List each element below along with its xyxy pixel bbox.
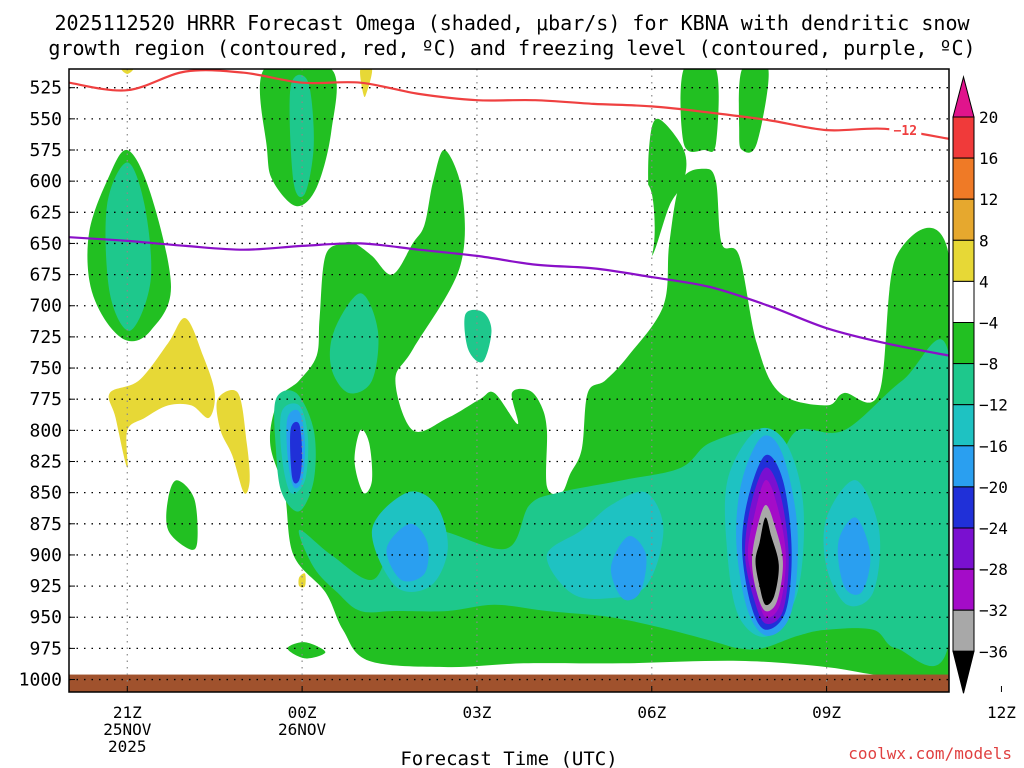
colorbar-segment (952, 568, 975, 611)
time-tick-label: 09Z (812, 703, 841, 722)
omega-region-blue (610, 536, 647, 601)
pressure-tick-label: 925 (29, 576, 62, 597)
omega-region-teal (105, 162, 152, 331)
pressure-tick-label: 850 (29, 483, 62, 504)
pressure-tick-label: 750 (29, 358, 62, 379)
dgz-contour-label-bg (889, 123, 922, 138)
colorbar-label: 8 (979, 231, 989, 250)
colorbar-segment (952, 239, 975, 282)
colorbar-label: 12 (979, 190, 998, 209)
colorbar: 20 16 12 8 4 −4 −8 −12 −16 −20 −24 −28 −32 −36 (952, 75, 1008, 694)
colorbar-label: −28 (979, 560, 1008, 579)
ground-surface (69, 674, 949, 692)
pressure-tick-label: 550 (29, 109, 62, 130)
pressure-tick-label: 1000 (19, 670, 62, 691)
dgz-contour-label: −12 (894, 124, 917, 139)
omega-region-white-hole (354, 429, 373, 494)
time-tick-label: 26NOV (278, 720, 327, 739)
pressure-tick-label: 725 (29, 327, 62, 348)
colorbar-label: −16 (979, 437, 1008, 456)
chart-title-line1: 2025112520 HRRR Forecast Omega (shaded, … (54, 11, 970, 35)
omega-region-blue (837, 517, 871, 595)
time-tick-label: 03Z (462, 703, 491, 722)
pressure-tick-label: 975 (29, 638, 62, 659)
omega-region-teal (289, 74, 314, 198)
omega-region-green (287, 642, 326, 659)
pressure-axis: 525 550 575 600 625 650 675 700 725 750 775 800 825 8… (19, 78, 75, 691)
colorbar-label: 4 (979, 272, 989, 291)
omega-region-blue (386, 523, 429, 582)
colorbar-label: 20 (979, 108, 998, 127)
colorbar-label: −24 (979, 519, 1008, 538)
omega-region-black (755, 517, 779, 606)
time-tick-label: 00Z (288, 703, 317, 722)
colorbar-segment (952, 404, 975, 447)
time-tick-label: 2025 (108, 737, 147, 756)
colorbar-segment (952, 198, 975, 241)
pressure-tick-label: 525 (29, 78, 62, 99)
omega-region-yellow (121, 69, 134, 74)
chart-title-line2: growth region (contoured, red, ºC) and f… (48, 36, 975, 60)
colorbar-arrow-bottom (952, 650, 975, 694)
pressure-tick-label: 825 (29, 451, 62, 472)
time-tick-label: 12Z (987, 703, 1016, 722)
pressure-tick-label: 700 (29, 296, 62, 317)
colorbar-segment (952, 322, 975, 365)
pressure-tick-label: 875 (29, 514, 62, 535)
pressure-tick-label: 800 (29, 420, 62, 441)
pressure-tick-label: 600 (29, 171, 62, 192)
plot-area (69, 69, 949, 692)
colorbar-segment (952, 363, 975, 406)
pressure-tick-label: 775 (29, 389, 62, 410)
omega-region-white-hole (600, 179, 655, 295)
colorbar-label: −4 (979, 314, 998, 333)
omega-region-yellow (108, 318, 215, 468)
omega-region-teal (329, 293, 379, 394)
x-axis-label: Forecast Time (UTC) (400, 748, 617, 768)
colorbar-label: 16 (979, 149, 998, 168)
pressure-tick-label: 900 (29, 545, 62, 566)
colorbar-label: −32 (979, 601, 1008, 620)
pressure-tick-label: 625 (29, 202, 62, 223)
colorbar-segment (952, 116, 975, 159)
colorbar-segment (952, 157, 975, 200)
freezing-level-contour (69, 236, 949, 357)
pressure-tick-label: 675 (29, 265, 62, 286)
pressure-tick-label: 950 (29, 607, 62, 628)
omega-region-yellow (298, 573, 306, 588)
time-tick-label: 06Z (637, 703, 666, 722)
dendritic-growth-contour (69, 69, 949, 140)
watermark: coolwx.com/models (848, 744, 1012, 763)
colorbar-segment (952, 527, 975, 570)
omega-region-green (166, 480, 198, 550)
plot-frame (68, 68, 950, 693)
colorbar-segment (952, 280, 975, 323)
omega-region-green (648, 118, 687, 257)
colorbar-segment (952, 486, 975, 529)
colorbar-label: −12 (979, 396, 1008, 415)
omega-region-green (738, 69, 769, 153)
omega-region-teal (464, 309, 492, 363)
colorbar-segment (952, 609, 975, 652)
colorbar-arrow-top (952, 75, 975, 118)
omega-region-navy (290, 421, 303, 484)
time-tick-label: 25NOV (103, 720, 152, 739)
colorbar-label: −20 (979, 478, 1008, 497)
colorbar-label: −36 (979, 642, 1008, 661)
time-tick-label: 21Z (113, 703, 142, 722)
colorbar-segment (952, 445, 975, 488)
colorbar-label: −8 (979, 355, 998, 374)
omega-region-yellow (216, 389, 250, 494)
pressure-tick-label: 650 (29, 233, 62, 254)
pressure-tick-label: 575 (29, 140, 62, 161)
omega-region-green (680, 69, 719, 152)
